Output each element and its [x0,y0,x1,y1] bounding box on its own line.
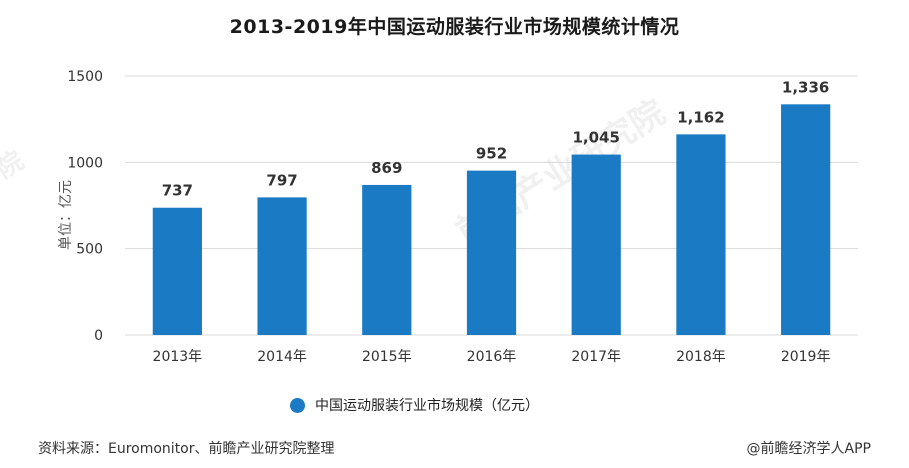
y-tick-label: 1500 [67,69,103,85]
legend: 中国运动服装行业市场规模（亿元） [290,395,539,415]
x-tick-label: 2017年 [571,349,621,365]
data-label: 869 [371,159,402,177]
bar [257,197,307,335]
y-tick-label: 0 [94,328,103,344]
x-tick-label: 2018年 [676,349,726,365]
bar [362,184,412,335]
x-tick-label: 2013年 [153,349,203,365]
data-label: 737 [162,182,193,200]
bar [466,170,517,335]
data-label: 1,162 [677,108,724,126]
legend-label: 中国运动服装行业市场规模（亿元） [315,398,539,414]
x-tick-label: 2015年 [362,349,412,365]
bar [676,134,726,335]
source-note: 资料来源：Euromonitor、前瞻产业研究院整理 [38,441,335,457]
y-axis-title: 单位：亿元 [58,180,74,250]
bar [152,207,202,335]
data-label: 1,045 [572,129,619,147]
x-tick-label: 2016年 [467,349,517,365]
y-tick-label: 500 [76,242,103,258]
x-tick-label: 2019年 [781,349,831,365]
chart-title: 2013-2019年中国运动服装行业市场规模统计情况 [229,16,680,38]
data-label: 797 [266,171,297,189]
legend-swatch [290,397,305,413]
bar [781,104,831,335]
data-label: 952 [476,145,507,163]
credit-note: @前瞻经济学人APP [746,441,871,457]
bar [571,154,621,335]
y-tick-label: 1000 [67,155,103,171]
x-tick-label: 2014年 [257,349,307,365]
data-label: 1,336 [782,78,829,96]
